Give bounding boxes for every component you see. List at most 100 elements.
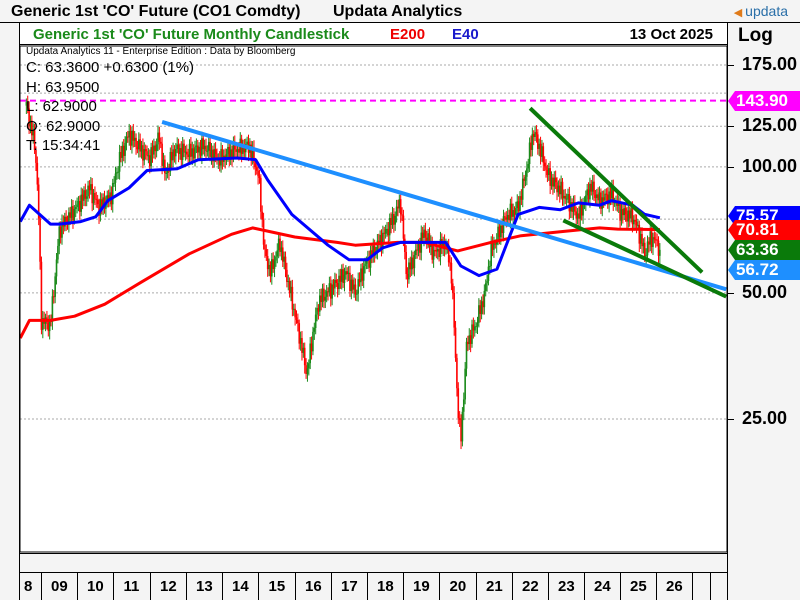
candle-up: [509, 203, 512, 221]
candle-up: [338, 275, 340, 290]
candle-down: [568, 194, 571, 212]
candle-up: [137, 139, 140, 150]
candle-down: [28, 108, 30, 127]
candle-down: [151, 147, 154, 155]
legend-e200[interactable]: E200: [390, 26, 426, 43]
candle-up: [131, 130, 133, 146]
candle-down: [139, 139, 141, 152]
candle-up: [579, 202, 582, 219]
candle-down: [368, 257, 370, 268]
y-tick-mark: [728, 166, 734, 168]
candle-up: [483, 290, 486, 308]
high-price-label: 143.90: [728, 91, 800, 111]
candle-up: [306, 368, 309, 375]
candle-up: [229, 149, 232, 160]
candle-up: [207, 141, 210, 151]
candle-up: [316, 307, 318, 315]
candle-down: [286, 269, 288, 282]
candle-up: [213, 149, 216, 162]
candle-up: [528, 142, 531, 165]
candle-up: [576, 213, 579, 219]
candle-up: [309, 343, 311, 364]
candle-up: [515, 208, 517, 215]
candle-up: [194, 146, 196, 159]
price-axis[interactable]: Log 175.00 125.00 100.00 50.00 25.00 143.90 75…: [727, 23, 800, 600]
candle-up: [147, 155, 150, 157]
x-tick-label: 12: [160, 578, 177, 595]
candle-down: [228, 146, 231, 160]
candle-down: [158, 132, 161, 142]
time-axis[interactable]: 8 09 10 11 12 13 14 15 16 17 18 19 20 21 22 23 24 25 26: [20, 573, 727, 600]
candle-up: [268, 264, 270, 270]
candle-up: [318, 295, 321, 312]
candle-down: [443, 241, 446, 250]
candle-up: [382, 232, 384, 249]
candle-up: [560, 181, 562, 195]
indicator-strip: [20, 553, 727, 573]
candle-down: [185, 151, 188, 155]
candle-down: [65, 216, 67, 223]
x-tick-label: 20: [449, 578, 467, 595]
candle-up: [87, 185, 89, 197]
candle-down: [656, 239, 658, 241]
candle-up: [42, 318, 44, 330]
candle-down: [40, 261, 43, 330]
candle-down: [173, 149, 176, 157]
candle-up: [169, 151, 172, 172]
candle-down: [453, 293, 455, 328]
candle-down: [530, 142, 532, 150]
candle-down: [513, 210, 516, 215]
trendline-1: [161, 120, 727, 292]
x-tick-label: 8: [24, 578, 33, 595]
candle-up: [302, 347, 305, 353]
candle-up: [287, 281, 290, 283]
close-value: C: 63.3600 +0.6300 (1%): [26, 59, 195, 76]
candle-down: [183, 143, 185, 153]
candle-up: [280, 247, 283, 252]
candle-down: [339, 275, 342, 282]
candle-down: [94, 192, 96, 199]
candle-down: [81, 194, 84, 201]
candle-up: [608, 191, 610, 205]
candle-down: [243, 146, 246, 153]
candle-up: [111, 182, 114, 205]
candle-up: [83, 190, 85, 201]
candle-down: [37, 184, 40, 219]
candle-down: [298, 323, 301, 344]
candle-down: [641, 233, 643, 247]
candle-up: [432, 249, 435, 260]
candle-down: [33, 130, 36, 151]
candle-up: [140, 145, 143, 152]
candle-up: [490, 241, 492, 267]
candle-down: [336, 283, 339, 290]
candle-down: [438, 249, 440, 257]
candle-down: [409, 262, 412, 270]
candle-down: [616, 201, 619, 206]
candle-down: [205, 145, 207, 152]
trendline-2: [528, 106, 704, 274]
candle-up: [604, 193, 606, 201]
candle-up: [565, 198, 568, 200]
candle-up: [547, 168, 550, 176]
candle-down: [626, 214, 628, 222]
candle-up: [276, 250, 279, 257]
candle-up: [48, 319, 51, 332]
candle-up: [598, 192, 601, 201]
candle-up: [360, 268, 362, 283]
candle-down: [148, 155, 151, 167]
candle-down: [279, 238, 281, 252]
candle-up: [379, 234, 381, 245]
candle-down: [590, 183, 593, 192]
log-scale-toggle[interactable]: Log: [738, 25, 773, 46]
candle-down: [281, 247, 284, 262]
candle-up: [475, 326, 477, 328]
legend-e40[interactable]: E40: [452, 26, 479, 43]
x-tick-label: 21: [486, 578, 503, 595]
open-value: O: 62.9000: [26, 117, 101, 135]
candle-up: [613, 202, 616, 204]
candle-down: [187, 154, 189, 158]
candle-up: [563, 195, 565, 199]
candle-up: [398, 199, 401, 209]
x-tick-label: 10: [87, 578, 104, 595]
